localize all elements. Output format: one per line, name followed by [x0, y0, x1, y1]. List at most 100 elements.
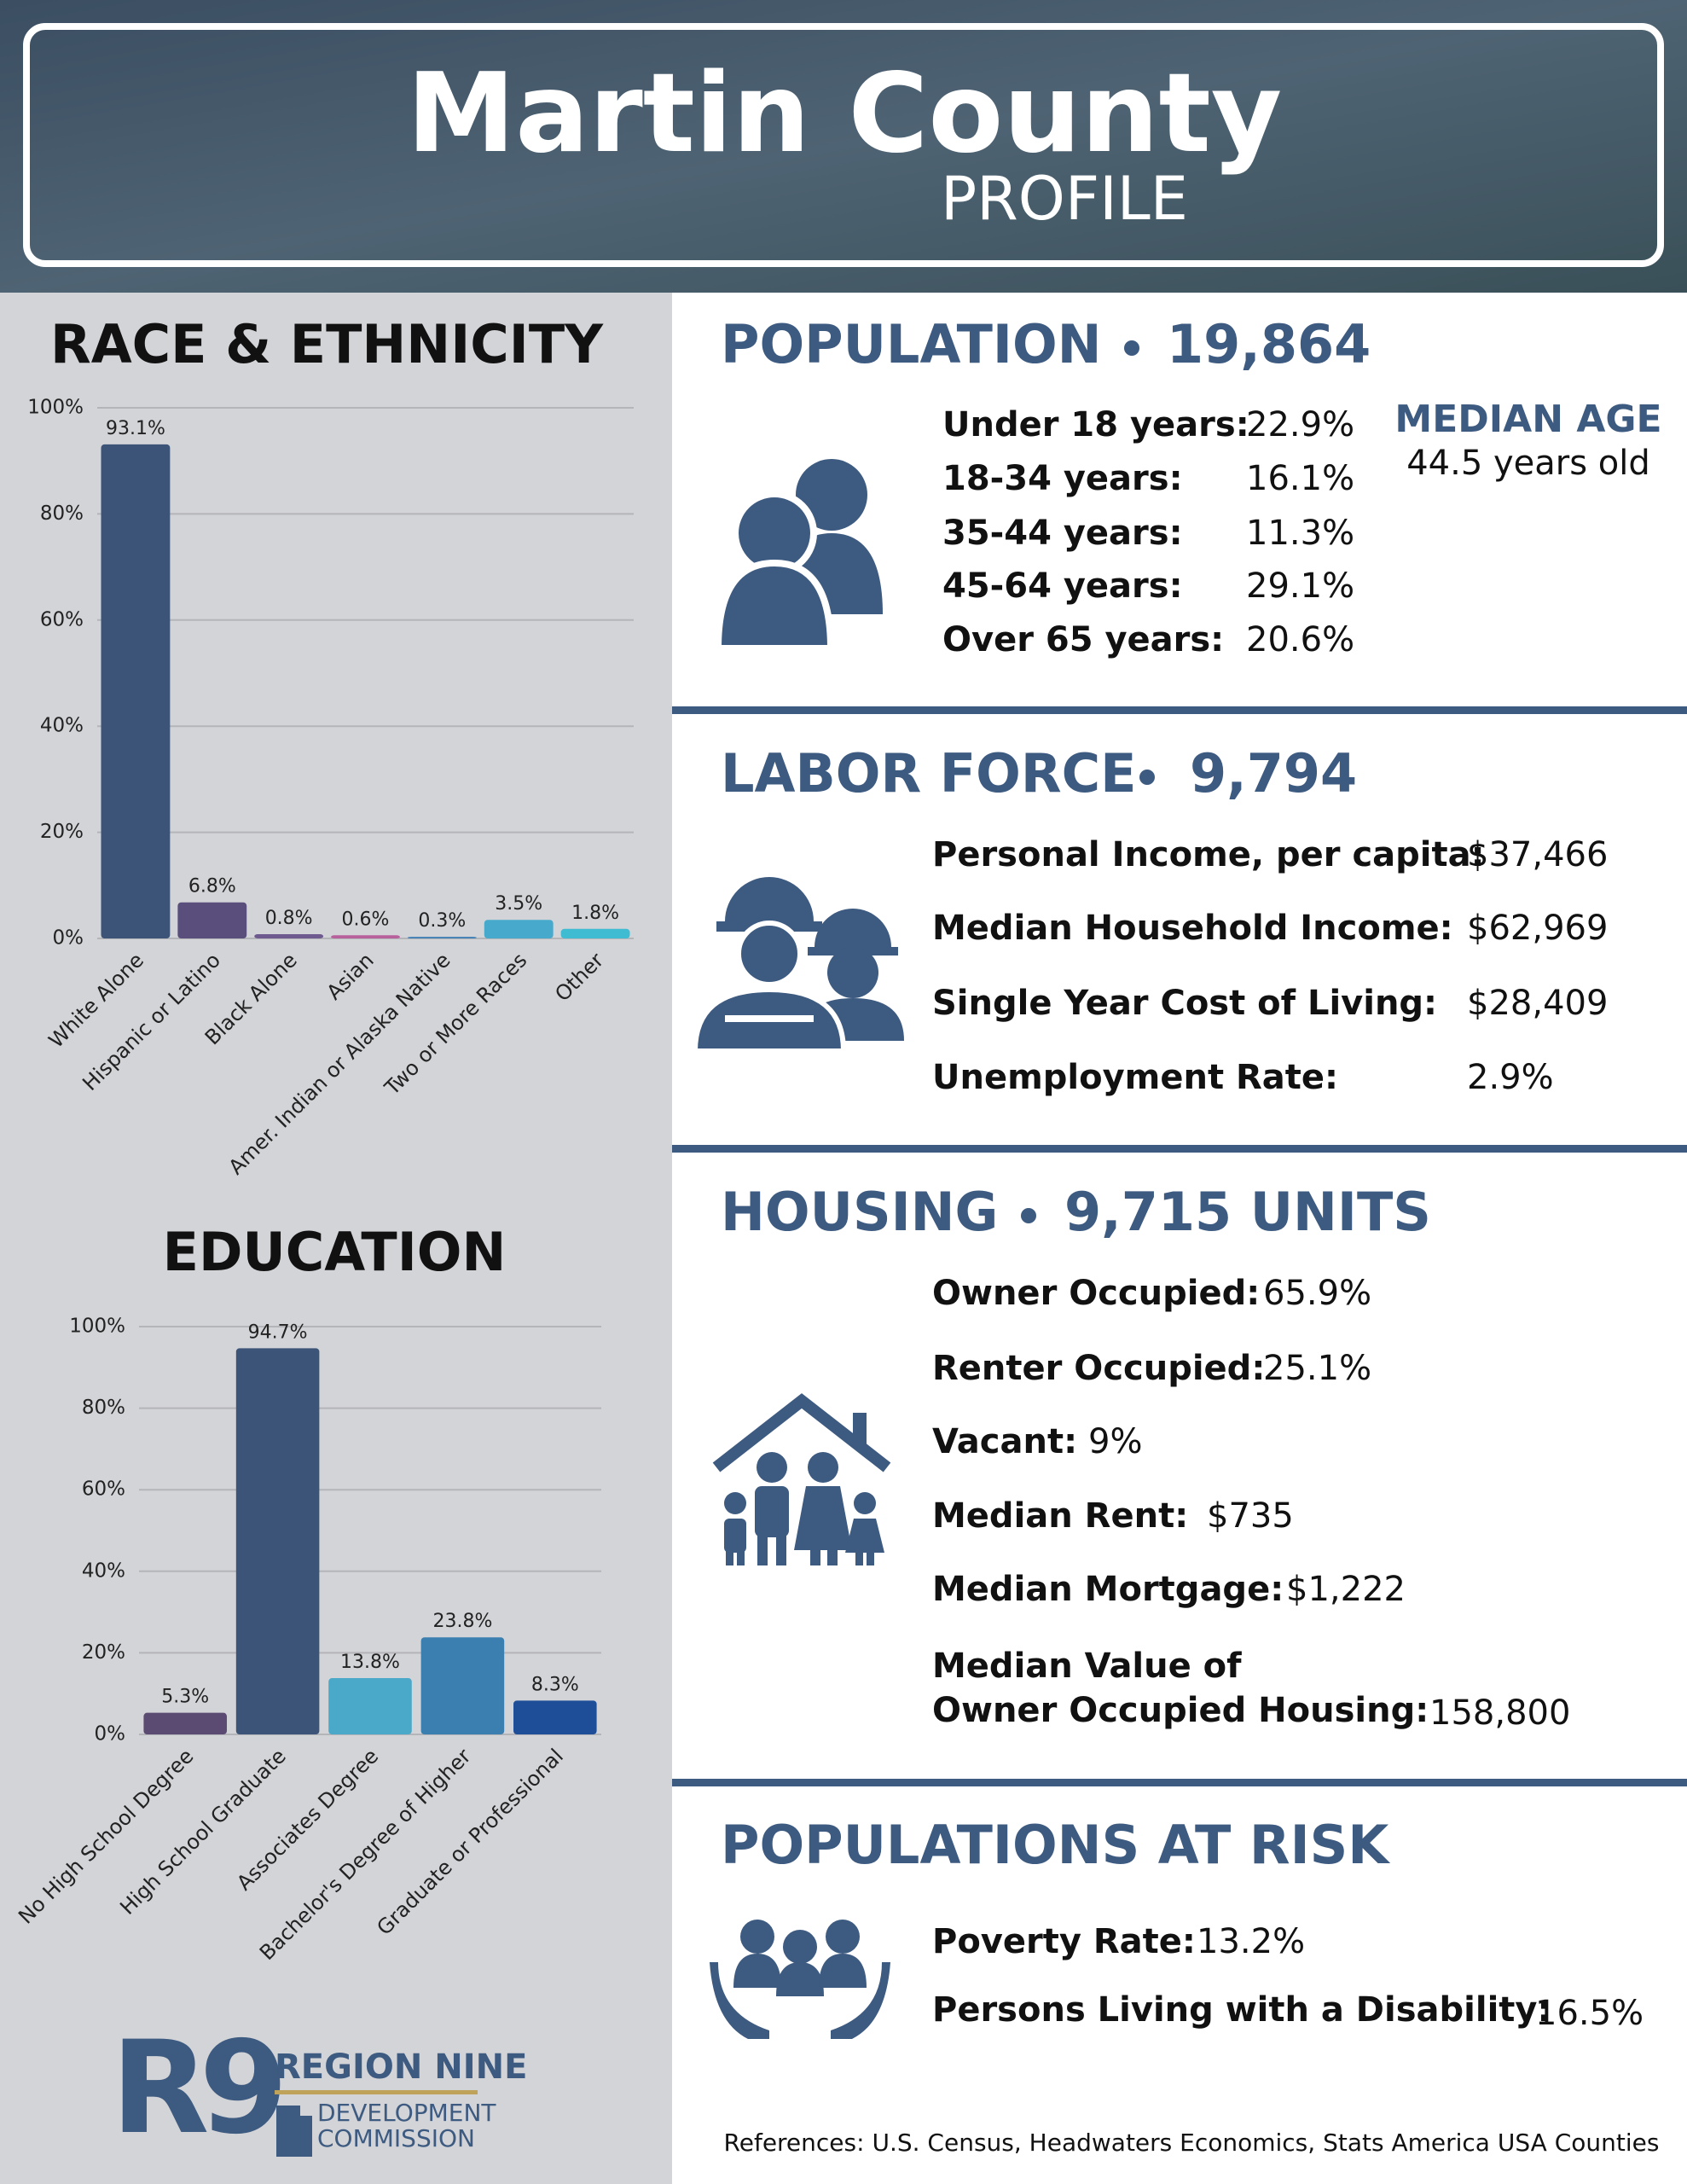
row-value: 22.9%: [1246, 405, 1354, 444]
y-tick-label: 100%: [27, 397, 84, 419]
bar: [177, 902, 247, 938]
bar: [484, 920, 554, 938]
row-value: 11.3%: [1246, 514, 1354, 553]
section-total: 9,715 UNITS: [1064, 1181, 1431, 1243]
section-total: 19,864: [1167, 313, 1371, 375]
chart-title: RACE & ETHNICITY: [50, 313, 604, 375]
bar: [407, 937, 477, 938]
bullet: [1139, 770, 1155, 785]
y-tick-label: 60%: [40, 608, 84, 630]
row-value: $37,466: [1467, 835, 1608, 874]
header-frame: [23, 23, 1664, 267]
bar: [101, 444, 171, 938]
row-value: 13.2%: [1197, 1922, 1305, 1961]
row-label: Median Value of: [932, 1647, 1242, 1686]
row-label: Personal Income, per capita:: [932, 835, 1485, 874]
references: References: U.S. Census, Headwaters Econ…: [724, 2129, 1660, 2157]
y-tick-label: 80%: [40, 502, 84, 525]
y-tick-label: 20%: [82, 1641, 125, 1664]
logo: R9 REGION NINE DEVELOPMENT COMMISSION: [111, 2014, 527, 2163]
row-label: 35-44 years:: [942, 514, 1183, 553]
row-label: Persons Living with a Disability:: [932, 1990, 1551, 2030]
row-label: Renter Occupied:: [932, 1349, 1265, 1388]
separator: [672, 1779, 1687, 1786]
people-icon: [714, 459, 883, 652]
row-value: $62,969: [1467, 909, 1608, 948]
logo-mark: R9: [111, 2014, 281, 2163]
page-subtitle: PROFILE: [941, 164, 1188, 234]
bar: [235, 1348, 320, 1734]
row-value: $735: [1207, 1496, 1294, 1536]
value-label: 3.5%: [495, 893, 542, 915]
value-label: 13.8%: [340, 1652, 400, 1673]
row-value: $1,222: [1286, 1570, 1406, 1609]
logo-line1: DEVELOPMENT: [317, 2099, 496, 2127]
value-label: 23.8%: [432, 1611, 492, 1632]
bullet: [1021, 1208, 1036, 1223]
y-tick-label: 20%: [40, 821, 84, 843]
row-value: 16.1%: [1246, 459, 1354, 498]
value-label: 0.6%: [342, 909, 390, 930]
y-tick-label: 0%: [95, 1723, 126, 1745]
value-label: 8.3%: [531, 1674, 579, 1695]
section-title: LABOR FORCE: [721, 742, 1136, 804]
section-title: HOUSING: [721, 1181, 998, 1243]
row-label: Owner Occupied Housing:: [932, 1691, 1429, 1730]
row-label: Median Mortgage:: [932, 1570, 1284, 1609]
row-value: 158,800: [1429, 1693, 1570, 1733]
page-title: Martin County: [407, 50, 1282, 177]
row-label: 18-34 years:: [942, 459, 1183, 498]
logo-rule: [275, 2090, 478, 2094]
row-label: Unemployment Rate:: [932, 1058, 1338, 1097]
bar: [420, 1637, 505, 1734]
row-value: 9%: [1088, 1422, 1142, 1461]
row-label: Median Rent:: [932, 1496, 1188, 1536]
bar: [331, 935, 400, 938]
chart-title: EDUCATION: [163, 1221, 507, 1283]
value-label: 1.8%: [571, 903, 619, 924]
row-label: Under 18 years:: [942, 405, 1249, 444]
risk-icon: [710, 1920, 890, 2039]
separator: [672, 706, 1687, 714]
median-age-label: MEDIAN AGE: [1394, 398, 1661, 441]
value-label: 0.8%: [265, 908, 313, 929]
y-tick-label: 100%: [69, 1316, 125, 1338]
section-title: POPULATIONS AT RISK: [721, 1814, 1390, 1876]
row-label: Over 65 years:: [942, 620, 1224, 659]
row-value: 29.1%: [1246, 566, 1354, 606]
y-tick-label: 40%: [82, 1560, 125, 1582]
median-age-value: 44.5 years old: [1406, 444, 1650, 483]
bar: [560, 928, 630, 938]
value-label: 5.3%: [161, 1687, 209, 1708]
value-label: 93.1%: [106, 418, 165, 439]
row-value: 16.5%: [1535, 1994, 1644, 2033]
y-tick-label: 40%: [40, 715, 84, 737]
row-label: Median Household Income:: [932, 909, 1453, 948]
logo-state: [276, 2106, 312, 2157]
bar: [328, 1678, 412, 1734]
row-value: 65.9%: [1263, 1274, 1371, 1313]
row-value: 20.6%: [1246, 620, 1354, 659]
bar: [143, 1712, 227, 1734]
y-tick-label: 80%: [82, 1397, 125, 1419]
section-total: 9,794: [1190, 742, 1357, 804]
row-label: Poverty Rate:: [932, 1922, 1196, 1961]
value-label: 94.7%: [248, 1321, 308, 1343]
separator: [672, 1145, 1687, 1153]
y-tick-label: 60%: [82, 1478, 125, 1501]
row-label: 45-64 years:: [942, 566, 1183, 606]
value-label: 6.8%: [188, 876, 236, 897]
bullet: [1124, 340, 1139, 356]
family-house-icon: [712, 1393, 891, 1565]
row-value: $28,409: [1467, 984, 1608, 1023]
bar: [513, 1700, 597, 1734]
row-label: Owner Occupied:: [932, 1274, 1260, 1313]
section-title: POPULATION: [721, 313, 1102, 375]
logo-name: REGION NINE: [275, 2048, 527, 2087]
bar: [254, 934, 324, 938]
header-background: [0, 0, 1687, 293]
logo-line2: COMMISSION: [317, 2124, 475, 2152]
value-label: 0.3%: [418, 910, 466, 932]
row-value: 2.9%: [1467, 1058, 1554, 1097]
row-label: Vacant:: [932, 1422, 1077, 1461]
